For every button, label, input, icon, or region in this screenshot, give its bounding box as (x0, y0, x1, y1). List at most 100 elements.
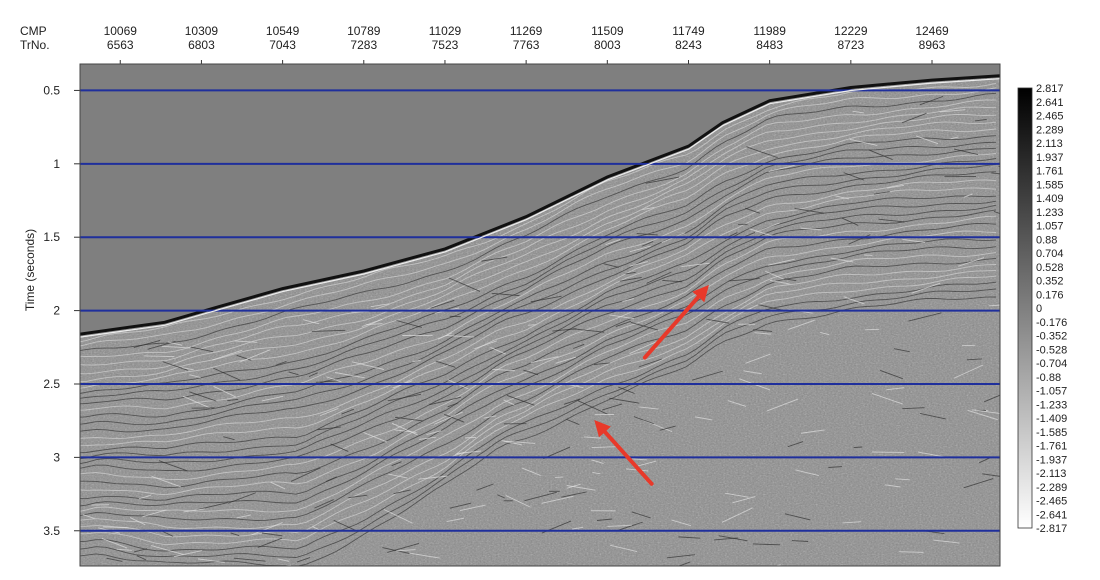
noise-event (393, 489, 411, 495)
noise-event (236, 354, 252, 361)
noise-event (552, 328, 577, 332)
noise-event (886, 185, 904, 189)
noise-event (182, 395, 212, 409)
noise-event (830, 257, 854, 263)
colorbar-label: -1.937 (1036, 454, 1067, 466)
noise-event (314, 499, 334, 509)
noise-event (591, 446, 618, 449)
noise-event (503, 440, 536, 444)
noise-event (681, 262, 710, 268)
noise-event (915, 135, 939, 145)
noise-event (190, 346, 214, 353)
noise-event (257, 537, 283, 548)
noise-event (82, 514, 95, 519)
noise-event (555, 356, 577, 364)
reflector-line (80, 82, 997, 343)
noise-event (794, 208, 825, 214)
x-tick-cmp: 11749 (672, 24, 705, 38)
noise-event (502, 572, 522, 575)
x-tick-trace: 7523 (432, 38, 459, 52)
noise-event (563, 398, 581, 405)
noise-event (753, 329, 773, 332)
noise-event (633, 416, 654, 425)
noise-event (388, 473, 408, 479)
noise-event (213, 367, 241, 381)
noise-event (491, 292, 520, 297)
noise-event (227, 492, 256, 504)
y-tick-label: 3 (53, 450, 60, 464)
colorbar-label: 1.057 (1036, 221, 1064, 233)
noise-event (319, 407, 339, 417)
noise-event (820, 331, 830, 336)
noise-event (933, 539, 960, 544)
noise-event (724, 492, 749, 498)
reflector-line (80, 275, 997, 546)
noise-event (692, 370, 723, 381)
x-tick-cmp: 10069 (104, 24, 138, 38)
noise-event (974, 409, 1000, 414)
noise-event (143, 355, 175, 358)
noise-event (497, 494, 505, 499)
reflector-line (80, 147, 997, 405)
noise-event (662, 279, 683, 283)
noise-event (189, 391, 217, 402)
noise-event (101, 538, 128, 549)
noise-event (706, 318, 730, 324)
x-tick-trace: 6803 (188, 38, 215, 52)
noise-event (950, 136, 959, 140)
noise-event (982, 473, 1000, 480)
noise-event (288, 371, 299, 376)
noise-event (212, 349, 243, 361)
colorbar-label: 2.817 (1036, 83, 1064, 95)
noise-event (330, 567, 362, 572)
noise-event (394, 416, 424, 422)
noise-event (745, 353, 771, 364)
noise-event (418, 475, 448, 480)
noise-event (953, 364, 984, 379)
reflector-line (80, 153, 997, 411)
reflector-line (80, 121, 997, 383)
y-tick-label: 3.5 (43, 524, 60, 538)
noise-event (949, 569, 974, 575)
noise-event (103, 526, 129, 529)
noise-event (988, 303, 1000, 307)
noise-event (601, 403, 623, 411)
noise-event (843, 296, 865, 305)
plot-frame (79, 63, 1001, 567)
colorbar-label: 0 (1036, 303, 1042, 315)
noise-event (459, 504, 486, 511)
noise-event (642, 206, 655, 210)
x-tick-trace: 6563 (107, 38, 134, 52)
noise-event (391, 461, 402, 467)
noise-event (474, 340, 497, 350)
noise-event (635, 460, 656, 468)
y-tick-label: 0.5 (43, 83, 60, 97)
noise-event (445, 334, 475, 338)
noise-event (754, 332, 772, 335)
noise-event (618, 386, 635, 394)
noise-event (638, 358, 662, 368)
x-tick-cmp: 11989 (753, 24, 786, 38)
noise-event (754, 222, 780, 233)
colorbar-label: -2.113 (1036, 468, 1066, 480)
noise-event (438, 332, 453, 340)
noise-event (541, 495, 574, 504)
reflector-line (80, 264, 997, 530)
noise-event (743, 370, 762, 375)
noise-event (788, 319, 815, 330)
y-tick-label: 1.5 (43, 230, 60, 244)
noise-event (828, 466, 842, 468)
noise-event (173, 550, 202, 558)
x-tick-trace: 8963 (919, 38, 946, 52)
colorbar-label: -0.704 (1036, 358, 1067, 370)
noise-event (133, 339, 161, 348)
noise-event (609, 314, 635, 320)
noise-event (784, 513, 811, 521)
noise-event (334, 372, 365, 379)
noise-event (841, 217, 859, 226)
noise-event (370, 303, 390, 308)
noise-event (646, 271, 672, 284)
noise-event (223, 436, 235, 441)
noise-event (351, 361, 385, 370)
noise-event (290, 467, 321, 482)
